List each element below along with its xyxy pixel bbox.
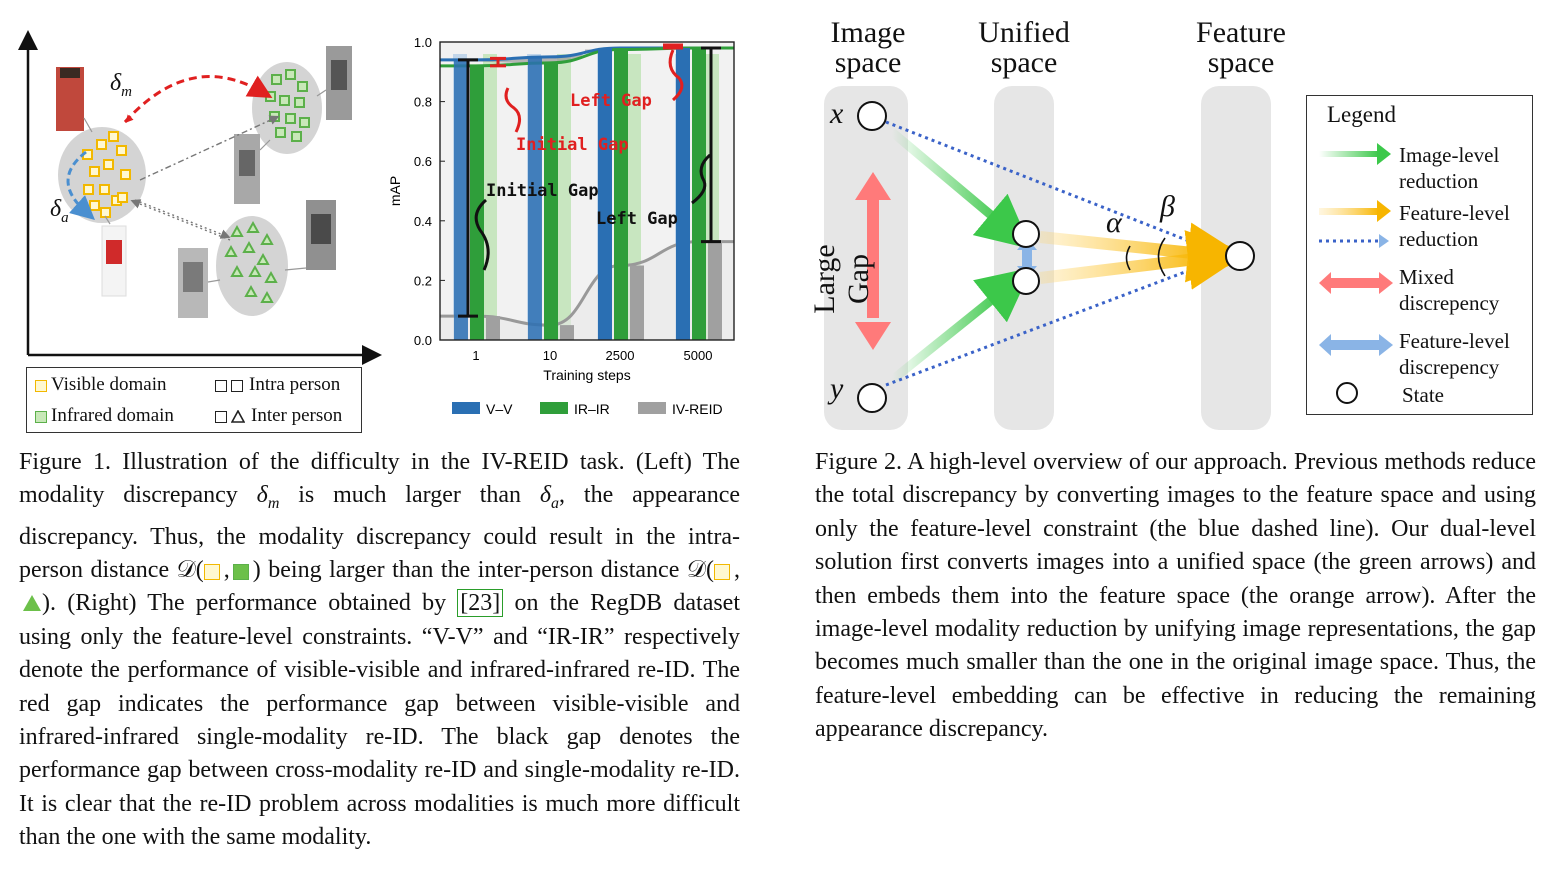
black-left-gap-label: Left Gap	[596, 209, 678, 229]
red-left-gap-label: Left Gap	[570, 91, 652, 111]
bar-irir	[692, 47, 706, 341]
green-triangle-icon	[23, 595, 41, 612]
citation-link[interactable]: [23]	[457, 589, 504, 618]
delta-a-arrow	[66, 150, 95, 220]
figure1-caption: Figure 1. Illustration of the difficulty…	[19, 449, 741, 851]
caption-delta-m: δm	[256, 482, 280, 513]
bar-ivreid	[560, 325, 574, 340]
y-tick-label: 0.4	[414, 214, 432, 229]
bar-vv	[676, 47, 690, 341]
legend-swatch	[638, 402, 666, 414]
light-column	[557, 54, 571, 340]
embedding-illustration	[18, 30, 382, 365]
x-label: x	[830, 97, 844, 130]
legend-label: IV-REID	[672, 401, 723, 417]
bar-vv	[528, 56, 542, 341]
x-tick-label: 1	[472, 348, 479, 363]
square-icon	[215, 379, 227, 392]
y-tick-label: 0.6	[414, 154, 432, 169]
bar-ivreid	[630, 265, 644, 340]
state-feature-circle	[1225, 241, 1255, 271]
mixed-discrepancy-icon	[1319, 272, 1393, 294]
figure1-chart: 0.0 0.2 0.4 0.6 0.8 1.0 1 10 2500 5000 Training st…	[380, 20, 750, 430]
feature-space-title: Feature space	[1196, 16, 1286, 79]
bar-irir	[614, 49, 628, 340]
delta-a-label: δa	[50, 196, 69, 226]
infrared-domain-label: Infrared domain	[51, 405, 174, 426]
y-tick-label: 0.2	[414, 273, 432, 288]
image-space-title: Image space	[830, 16, 906, 79]
y-tick-label: 1.0	[414, 35, 432, 50]
bar-irir	[544, 62, 558, 341]
legend-label: IR–IR	[574, 401, 610, 417]
ivreid-line	[440, 240, 734, 327]
bar-vv	[598, 47, 612, 341]
state-unified-bottom-circle	[1012, 267, 1040, 295]
green-square-icon	[232, 563, 249, 580]
bar-ivreid	[486, 316, 500, 340]
figure2-caption: Figure 2. A high-level overview of our a…	[815, 449, 1536, 743]
ivreid-area	[440, 241, 734, 340]
square-icon	[231, 379, 243, 392]
yellow-square-icon	[35, 379, 47, 392]
light-column	[483, 54, 497, 340]
triangle-icon	[230, 409, 246, 423]
caption-delta-a: δa	[539, 482, 560, 513]
feature-level-reduction-icon	[1319, 200, 1391, 222]
black-initial-gap-label: Initial Gap	[486, 181, 599, 201]
x-tick-label: 10	[543, 348, 557, 363]
x-tick-label: 5000	[684, 348, 713, 363]
visible-domain-label: Visible domain	[51, 374, 167, 395]
x-axis-label: Training steps	[543, 367, 630, 383]
y-axis-label: mAP	[387, 176, 403, 206]
figure1-left: δm δa δm δa Visible domain Infrared doma…	[0, 0, 400, 440]
black-arrow	[474, 198, 490, 271]
legend-swatch	[452, 402, 480, 414]
y-label: y	[830, 372, 844, 405]
yellow-square-icon	[203, 563, 220, 580]
figure2-legend: Legend Image-level reduction Feature-leve…	[1306, 95, 1533, 415]
x-tick-label: 2500	[606, 348, 635, 363]
figure2: Image space Unified space Feature space	[800, 0, 1558, 440]
black-arrow	[691, 153, 712, 205]
square-icon	[215, 410, 227, 423]
plot-frame	[439, 41, 735, 341]
dotted-reduction-icon	[1319, 234, 1389, 248]
feature-discrepancy-icon	[1319, 334, 1393, 356]
visible-squares	[82, 131, 131, 218]
delta-m-label: δm	[110, 70, 132, 100]
legend-swatch	[540, 402, 568, 414]
unified-space-title: Unified space	[978, 16, 1070, 79]
beta-label: β	[1160, 190, 1175, 223]
red-arrow	[668, 49, 684, 102]
yellow-square-icon	[714, 563, 731, 580]
y-tick-label: 0.0	[414, 333, 432, 348]
map-bar-chart: 0.0 0.2 0.4 0.6 0.8 1.0 1 10 2500 5000 Training st…	[387, 35, 735, 417]
legend-title: Legend	[1327, 102, 1396, 127]
person-photos	[56, 46, 352, 318]
figure1-left-legend: Visible domain Infrared domain Intra per…	[26, 367, 362, 433]
state-icon	[1336, 382, 1358, 404]
delta-m-arrow	[123, 75, 273, 124]
bar-ivreid	[708, 241, 722, 340]
y-tick-label: 0.8	[414, 95, 432, 110]
bar-vv	[454, 59, 468, 340]
figure2-diagram	[855, 101, 1255, 413]
mixed-discrepancy-arrow	[855, 172, 891, 350]
red-initial-gap-label: Initial Gap	[516, 135, 629, 155]
image-level-reduction-icon	[1319, 143, 1391, 165]
state-x-circle	[857, 101, 887, 131]
red-arrow	[504, 87, 521, 133]
irir-line	[440, 46, 734, 68]
bar-irir	[470, 65, 484, 340]
alpha-label: α	[1106, 206, 1122, 239]
state-y-circle	[857, 383, 887, 413]
inter-person-label: Inter person	[251, 405, 343, 426]
large-gap-label: Large Gap	[808, 244, 875, 314]
state-unified-top-circle	[1012, 220, 1040, 248]
infrared-triangles	[224, 220, 278, 303]
legend-label: V–V	[486, 401, 513, 417]
intra-person-label: Intra person	[249, 374, 341, 395]
green-square-icon	[35, 410, 47, 423]
